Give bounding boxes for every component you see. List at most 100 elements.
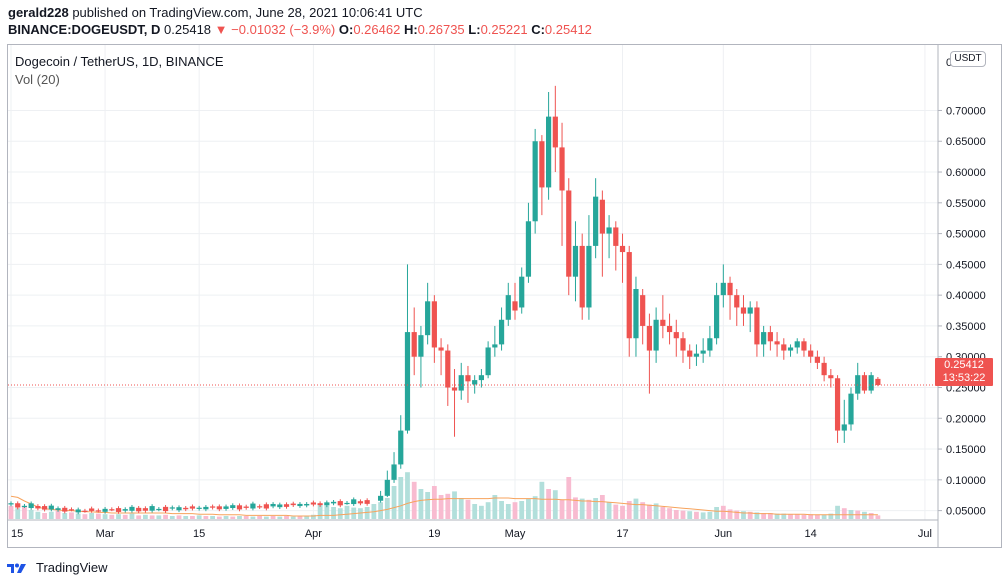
open-label: O:: [338, 22, 354, 37]
volume-bar: [163, 514, 168, 519]
volume-bar: [815, 514, 820, 519]
early-candle: [364, 500, 370, 504]
volume-bar: [337, 508, 343, 519]
volume-bar: [136, 515, 142, 519]
volume-bar: [647, 504, 652, 519]
volume-bar: [593, 498, 599, 519]
currency-badge[interactable]: USDT: [950, 51, 986, 67]
volume-bar: [479, 505, 484, 519]
low-value: 0.25221: [480, 22, 528, 37]
candle: [438, 347, 444, 351]
candle: [566, 190, 572, 277]
volume-bar: [317, 503, 323, 519]
candle: [451, 387, 458, 391]
candle: [774, 341, 780, 345]
early-candle: [297, 503, 303, 507]
candle: [653, 319, 659, 351]
volume-bar: [109, 514, 115, 519]
candle: [861, 375, 868, 391]
time-tick-label: Jun: [714, 528, 732, 540]
candle: [391, 464, 397, 480]
candle: [465, 375, 471, 382]
volume-bar: [418, 489, 424, 519]
volume-bar: [707, 511, 713, 519]
candle: [821, 362, 827, 376]
candle: [485, 347, 491, 376]
volume-bar: [122, 514, 128, 519]
volume-bar: [465, 499, 471, 519]
candle: [431, 301, 437, 348]
candle: [606, 227, 612, 234]
last-price-value: 0.25418: [164, 22, 212, 37]
volume-bar: [62, 513, 68, 519]
candle: [546, 116, 552, 188]
early-candle: [210, 506, 216, 508]
volume-bar: [22, 507, 27, 519]
volume-bar: [203, 516, 209, 519]
price-tick-label: 0.20000: [946, 413, 986, 425]
early-candle: [183, 507, 189, 510]
price-axis: 0.70000 0.65000 0.60000 0.55000 0.50000 0.450…: [938, 105, 986, 518]
candle: [404, 332, 411, 431]
volume-bar: [492, 495, 498, 519]
author-name[interactable]: gerald228: [8, 5, 69, 20]
volume-bar: [257, 516, 263, 519]
volume-bar: [767, 513, 773, 519]
publish-line: gerald228 published on TradingView.com, …: [8, 5, 998, 21]
early-candle: [48, 505, 54, 510]
close-label: C:: [531, 22, 545, 37]
volume-bar: [210, 516, 215, 519]
candle: [781, 344, 787, 351]
price-tick-label: 0.70000: [946, 105, 986, 117]
publish-header: gerald228 published on TradingView.com, …: [0, 0, 1006, 42]
candle: [458, 375, 464, 391]
time-tick-label: Jul: [918, 528, 932, 540]
volume-bar: [324, 505, 330, 519]
volume-bar: [344, 505, 350, 519]
volume-bar: [384, 498, 390, 519]
candle: [727, 282, 733, 296]
early-candle: [270, 503, 276, 507]
chart-frame[interactable]: [7, 44, 1002, 548]
close-value: 0.25412: [544, 22, 592, 37]
tradingview-logo-icon[interactable]: [6, 560, 30, 574]
volume-bar: [190, 516, 195, 519]
volume-bar: [263, 516, 269, 519]
candle: [498, 319, 505, 345]
volume-bar: [613, 504, 619, 519]
early-candle: [102, 508, 108, 512]
early-candle: [277, 504, 283, 508]
volume-bar: [69, 512, 74, 519]
volume-bar: [720, 505, 726, 519]
volume-bar: [270, 516, 276, 519]
candle: [841, 424, 847, 431]
volume-bar: [237, 516, 242, 519]
early-candle: [263, 504, 269, 509]
early-candle: [8, 503, 14, 505]
volume-bar: [552, 490, 558, 519]
early-candle: [290, 503, 296, 506]
volume-bar: [640, 502, 646, 519]
last-price-tag-value: 0.25412: [944, 359, 984, 371]
early-candles: [8, 497, 370, 515]
chart-grid: [8, 45, 938, 520]
early-candle: [250, 503, 256, 509]
candle: [687, 350, 693, 357]
candle: [425, 301, 431, 336]
candle: [492, 344, 498, 348]
legend-title: Dogecoin / TetherUS, 1D, BINANCE: [15, 54, 224, 69]
volume-bar: [398, 477, 404, 519]
early-candle: [357, 501, 364, 504]
volume-bar: [673, 510, 679, 519]
candle: [525, 221, 532, 277]
volume-bar: [573, 497, 578, 519]
volume-bar: [774, 513, 780, 519]
published-text: published on TradingView.com, June 28, 2…: [72, 5, 423, 20]
volume-bar: [223, 516, 229, 519]
volume-bar: [472, 504, 478, 519]
early-candle: [189, 506, 196, 509]
volume-bar: [586, 499, 592, 519]
volume-bar: [284, 516, 289, 519]
volume-bar: [290, 516, 296, 519]
